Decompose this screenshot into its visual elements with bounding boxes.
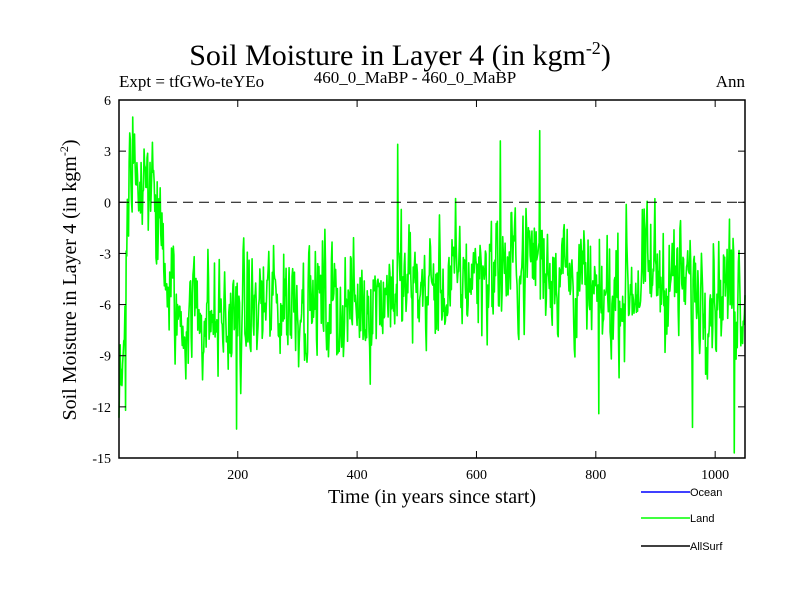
chart-title: Soil Moisture in Layer 4 (in kgm-2) bbox=[0, 30, 800, 74]
chart-title-text: Soil Moisture in Layer 4 (in kgm bbox=[189, 39, 586, 72]
period-label: Ann bbox=[715, 72, 745, 91]
y-tick-label: 0 bbox=[104, 196, 111, 211]
plot-frame bbox=[118, 99, 746, 459]
x-tick-label: 1000 bbox=[701, 468, 729, 483]
y-tick-label: 6 bbox=[104, 94, 111, 109]
y-tick-label: 3 bbox=[104, 145, 111, 160]
chart-title-close: ) bbox=[600, 39, 611, 72]
series-land-line bbox=[118, 116, 746, 454]
x-tick-label: 200 bbox=[227, 468, 248, 483]
y-tick-label: -12 bbox=[92, 401, 111, 416]
legend-label-allsurf: AllSurf bbox=[690, 541, 723, 553]
experiment-label: Expt = tfGWo-teYEo bbox=[119, 72, 265, 91]
series-land-group bbox=[118, 116, 746, 454]
y-axis-label-text: Soil Moisture in Layer 4 (in kgm bbox=[59, 156, 81, 421]
y-axis-label-superscript: -2 bbox=[57, 146, 71, 156]
y-tick-label: -3 bbox=[99, 247, 111, 262]
y-axis: 6 3 0 -3 -6 -9 -12 -15 bbox=[92, 94, 745, 467]
x-tick-label: 600 bbox=[466, 468, 487, 483]
x-tick-label: 800 bbox=[585, 468, 606, 483]
y-axis-label: Soil Moisture in Layer 4 (in kgm-2) bbox=[57, 139, 81, 420]
chart-title-superscript: -2 bbox=[585, 38, 601, 58]
y-tick-label: -9 bbox=[99, 350, 111, 365]
x-tick-label: 400 bbox=[347, 468, 368, 483]
y-tick-label: -15 bbox=[92, 452, 111, 467]
legend-label-land: Land bbox=[690, 513, 714, 525]
legend-label-ocean: Ocean bbox=[690, 487, 722, 499]
y-tick-label: -6 bbox=[99, 299, 111, 314]
comparison-label: 460_0_MaBP - 460_0_MaBP bbox=[313, 68, 517, 87]
legend: Ocean Land AllSurf bbox=[641, 487, 723, 553]
x-axis-label: Time (in years since start) bbox=[328, 486, 536, 508]
x-axis: 200 400 600 800 1000 bbox=[227, 100, 729, 483]
y-axis-label-close: ) bbox=[59, 139, 81, 146]
